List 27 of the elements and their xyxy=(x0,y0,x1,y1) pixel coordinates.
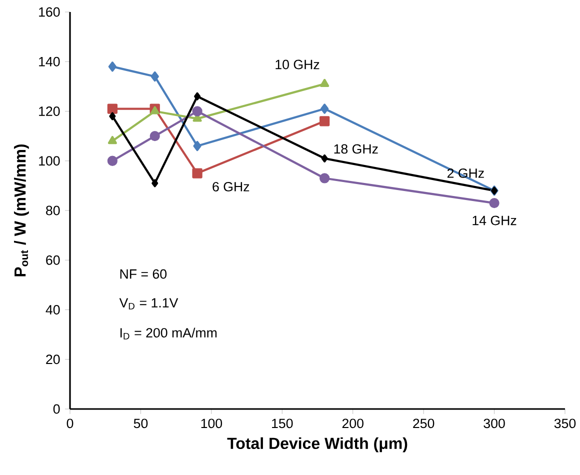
y-tick-label: 80 xyxy=(46,206,60,216)
annotation: I$_{D}$ = 200 mA/mm xyxy=(120,328,217,340)
y-axis-title: P$_{out}$ / W (mW/mm) xyxy=(14,144,29,276)
annotation: V$_{D}$ = 1.1V xyxy=(119,298,178,310)
x-tick-label: 200 xyxy=(342,418,364,428)
x-axis-title: Total Device Width (μm) xyxy=(227,437,408,452)
y-tick-label: 60 xyxy=(46,255,60,265)
series-label: 6 GHz xyxy=(212,182,250,192)
y-tick-label: 120 xyxy=(39,106,60,116)
y-tick-label: 100 xyxy=(39,156,60,166)
y-tick-label: 160 xyxy=(39,7,60,17)
x-tick-label: 50 xyxy=(134,418,148,428)
x-tick-label: 350 xyxy=(554,418,576,428)
annotation: NF = 60 xyxy=(120,269,167,279)
x-tick-label: 250 xyxy=(413,418,434,428)
series-label: 10 GHz xyxy=(276,60,320,70)
y-tick-label: 40 xyxy=(46,305,60,314)
x-tick-label: 0 xyxy=(66,418,74,428)
series-label: 2 GHz xyxy=(447,168,484,178)
series-label: 18 GHz xyxy=(334,144,378,154)
x-tick-label: 150 xyxy=(272,418,293,428)
x-tick-label: 100 xyxy=(201,418,222,428)
y-tick-label: 140 xyxy=(39,56,60,66)
y-tick-label: 20 xyxy=(46,354,60,364)
x-tick-label: 300 xyxy=(484,418,505,428)
series-label: 14 GHz xyxy=(472,216,516,226)
y-tick-label: 0 xyxy=(53,404,60,414)
